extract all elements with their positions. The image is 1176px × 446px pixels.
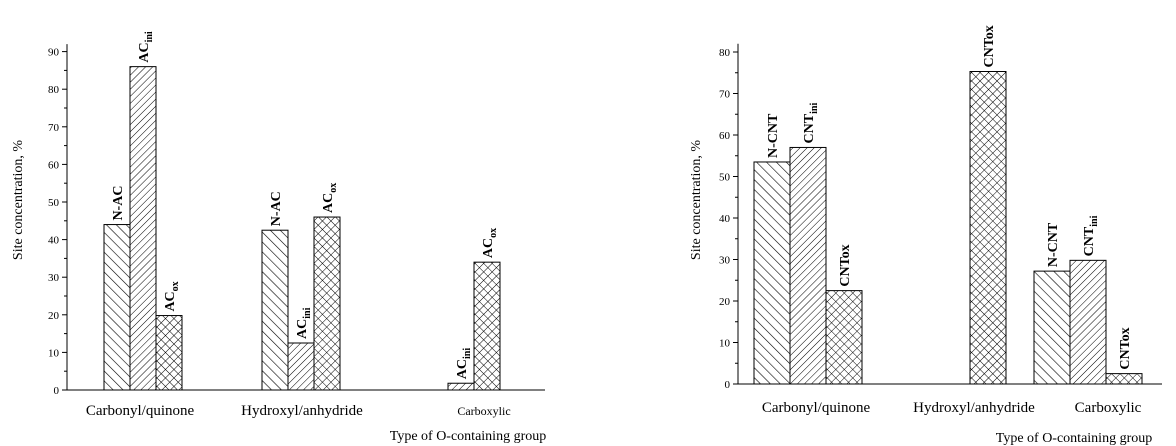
bar-label: CNTox	[1118, 327, 1133, 369]
bar-label: CNTini	[802, 103, 820, 144]
bar-label: ACox	[321, 183, 339, 213]
category-label: Carbonyl/quinone	[762, 400, 871, 416]
bar	[473, 261, 501, 391]
y-tick-label: 60	[719, 130, 731, 142]
bar	[825, 290, 863, 385]
category-label: Hydroxyl/anhydride	[913, 400, 1035, 416]
bar-label: N-CNT	[766, 113, 781, 158]
y-tick-label: 50	[719, 172, 731, 184]
bar	[287, 342, 315, 391]
bar	[103, 224, 131, 391]
category-label: Carboxylic	[457, 404, 510, 418]
y-tick-label: 0	[54, 385, 60, 397]
y-tick-label: 10	[48, 347, 60, 359]
y-tick-label: 80	[719, 47, 731, 59]
category-label: Carboxylic	[1075, 400, 1142, 416]
bar-label: ACini	[295, 307, 313, 339]
bar-label: CNTox	[838, 244, 853, 286]
x-axis-title: Type of O-containing group	[390, 429, 546, 444]
bar	[1033, 270, 1071, 385]
y-tick-label: 50	[48, 197, 60, 209]
y-axis-title: Site concentration, %	[11, 140, 26, 260]
y-tick-label: 20	[48, 310, 60, 322]
y-tick-label: 40	[48, 235, 60, 247]
y-tick-label: 80	[48, 84, 60, 96]
bar-label: CNTox	[982, 25, 997, 67]
y-axis-title: Site concentration, %	[689, 140, 704, 260]
bar	[447, 382, 475, 391]
bar	[969, 71, 1007, 385]
y-tick-label: 70	[48, 122, 60, 134]
bar	[261, 229, 289, 391]
x-axis-title: Type of O-containing group	[996, 431, 1152, 446]
bar-label: CNTini	[1082, 215, 1100, 256]
bar	[313, 216, 341, 391]
bar-label: N-AC	[269, 191, 284, 226]
bar-label: ACox	[163, 281, 181, 311]
y-tick-label: 40	[719, 213, 731, 225]
bar-label: ACini	[137, 31, 155, 63]
y-tick-label: 0	[725, 379, 731, 391]
bar-label: N-AC	[111, 186, 126, 221]
bar	[1105, 373, 1143, 385]
bar-label: N-CNT	[1046, 222, 1061, 267]
y-tick-label: 90	[48, 47, 60, 59]
bar	[1069, 259, 1107, 385]
y-tick-label: 70	[719, 89, 731, 101]
chart-left: 0 10 20 30 40 50 60 70 80 90 Site concentration, %…	[11, 31, 546, 444]
bar	[753, 161, 791, 385]
y-tick-label: 10	[719, 338, 731, 350]
y-tick-label: 20	[719, 296, 731, 308]
y-tick-label: 30	[48, 272, 60, 284]
y-tick-label: 60	[48, 159, 60, 171]
chart-right: 0 10 20 30 40 50 60 70 80 Site concentration, % Ty…	[689, 25, 1162, 446]
bar	[155, 315, 183, 391]
bar	[129, 66, 157, 391]
category-label: Hydroxyl/anhydride	[241, 403, 363, 419]
bar	[789, 146, 827, 385]
bar-label: ACini	[455, 348, 473, 380]
bar-label: ACox	[481, 228, 499, 258]
category-label: Carbonyl/quinone	[86, 403, 195, 419]
y-tick-label: 30	[719, 255, 731, 267]
